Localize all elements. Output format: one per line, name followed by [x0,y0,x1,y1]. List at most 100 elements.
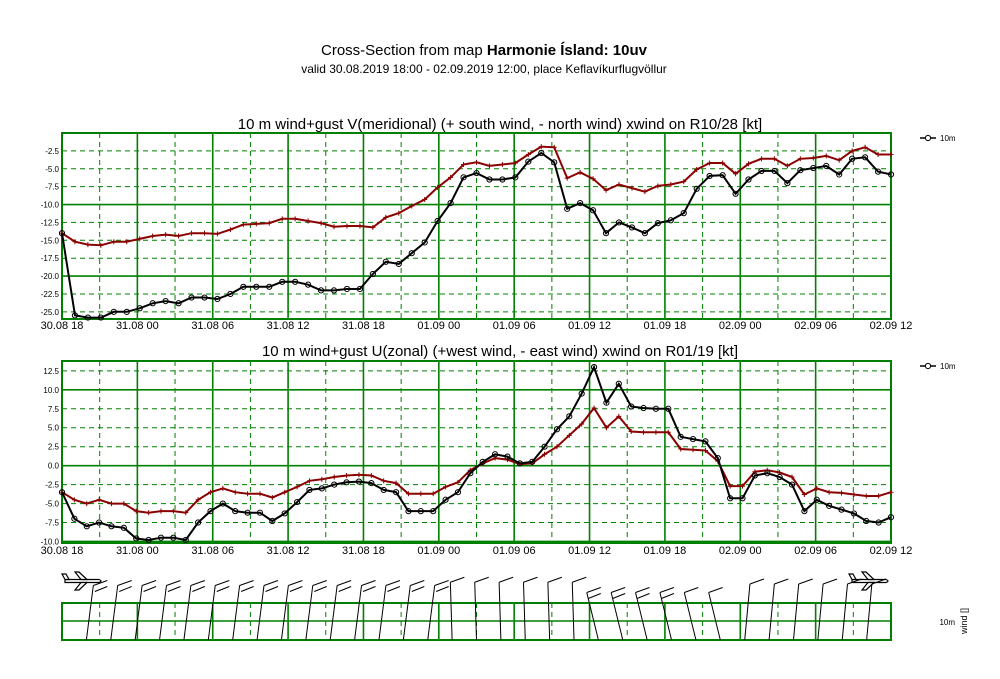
wind-point [149,300,156,307]
x-tick-label: 02.09 06 [794,320,837,332]
gust-point [758,156,764,162]
airplane-icon [60,571,102,591]
chart1-title: 10 m wind+gust V(meridional) (+ south wi… [238,116,762,133]
wind-barb-strip: 10m wind [] [60,571,969,641]
barb-flag [547,576,563,583]
wind-barb [571,576,587,641]
wind-point [369,270,376,278]
gust-point [383,214,389,220]
gust-point [733,171,739,177]
barb-flag [263,580,279,586]
wind-point [874,168,882,175]
gust-point [690,447,696,453]
wind-barb [586,587,601,641]
gust-point [499,161,505,167]
gust-point [266,220,272,226]
gust-point [823,153,829,159]
gust-point [876,493,882,499]
wind-point [269,517,276,525]
wind-point [693,185,700,192]
gust-point [71,497,77,503]
barb-staff [305,585,314,641]
wind-point [392,489,400,496]
gust-point [888,151,894,157]
wind-point [430,508,437,515]
wind-point [380,486,387,494]
y-tick-label: -17.5 [41,254,60,263]
barb-flag [166,580,181,586]
x-tick-label: 01.09 12 [568,320,611,332]
gust-point [245,491,251,497]
barb-staff [449,582,453,641]
gust-point [681,179,687,185]
wind-point [578,390,585,397]
barb-staff [683,592,697,641]
wind-point [83,523,90,530]
wind-point [343,285,351,293]
wind-barb [635,587,650,641]
gust-point [84,501,90,507]
gust-point [849,148,855,154]
barb-staff [817,583,824,641]
barb-flag [798,578,813,585]
barb-staff [85,585,94,641]
gust-point [292,216,298,222]
barb-flag [167,586,181,592]
wind-point [714,454,721,462]
gust-point [306,478,312,484]
figure-subtitle: valid 30.08.2019 18:00 - 02.09.2019 12:0… [301,62,667,76]
airplane-tail [847,573,858,581]
gust-point [331,224,337,230]
wind-barb [610,587,626,641]
wind-point [836,171,843,178]
gust-point [579,421,585,427]
barb-staff [792,583,800,641]
barb-flag [338,586,352,592]
wind-point [281,510,288,517]
barb-flag [336,580,352,586]
wind-point [408,250,415,257]
gust-point [357,223,363,229]
plot-frame [61,132,892,320]
wind-point [232,508,239,515]
wind-point [256,509,264,516]
x-tick-label: 01.09 06 [493,320,536,332]
gust-point [603,425,609,431]
barb-flag [661,593,675,599]
wind-point [454,489,462,496]
gust-point [430,491,436,497]
wind-point [564,205,571,212]
wind-point [356,285,364,293]
gust-point [797,156,803,162]
wind-point [318,485,325,492]
gust-point [590,176,596,182]
gust-point [628,429,634,435]
wind-point [875,519,882,526]
barb-flag [192,586,206,592]
barb-flag [588,593,601,599]
wind-point [434,217,441,225]
barb-staff [207,585,216,641]
gust-point [746,161,752,167]
barb-flag [385,580,401,586]
barb-staff [427,585,436,641]
barb-flag [215,580,230,586]
gust-point [257,491,263,497]
gust-point [150,233,156,239]
chart-zonal: 30.08 18 31.08 00 31.08 06 31.08 12 31.08 18… [41,360,956,557]
wind-barb [354,580,376,641]
x-tick-label: 02.09 12 [870,320,913,332]
gust-point [836,157,842,163]
wind-point [368,479,375,487]
barb-flag [774,578,789,585]
barb-flag [635,587,650,593]
wind-barb [522,576,538,641]
wind-point [602,230,610,237]
legend-label: 10m [940,362,956,371]
wind-point [525,158,532,165]
wind-barb [85,580,108,641]
y-tick-label: 7.5 [48,405,60,414]
wind-point [823,162,830,170]
gust-point [98,242,104,248]
gust-point [448,174,454,180]
